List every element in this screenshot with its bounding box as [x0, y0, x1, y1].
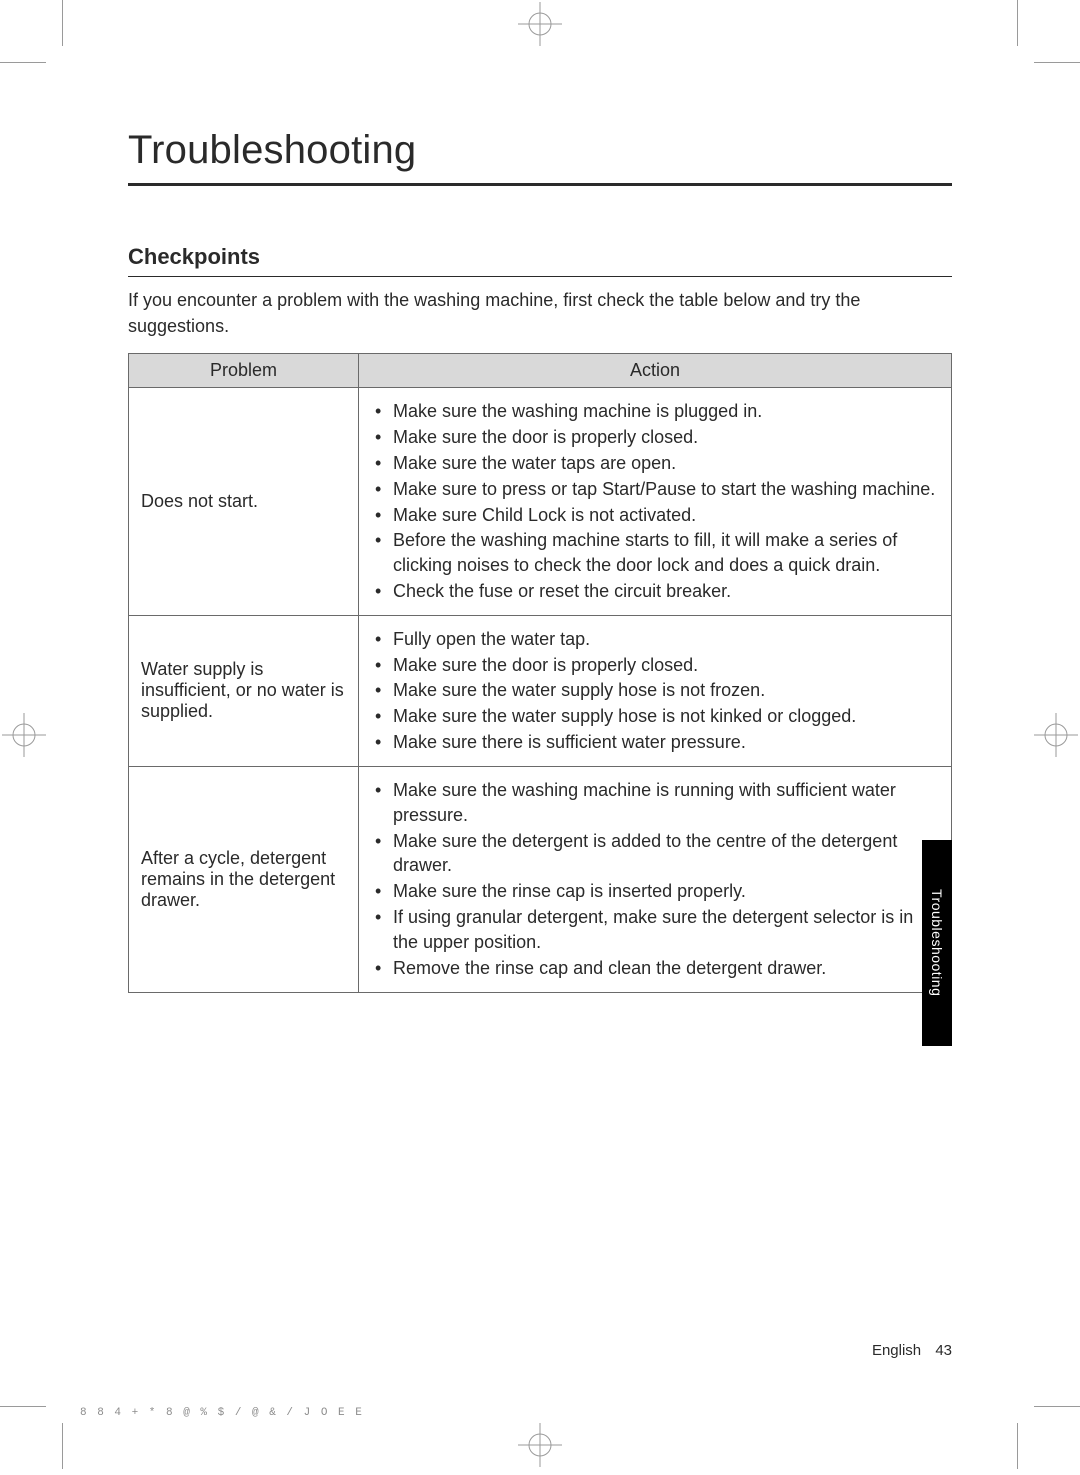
action-item: Make sure to press or tap Start/Pause to…	[371, 477, 939, 502]
problem-cell: Water supply is insufficient, or no wate…	[129, 615, 359, 766]
action-cell: Fully open the water tap.Make sure the d…	[359, 615, 952, 766]
action-item: Check the fuse or reset the circuit brea…	[371, 579, 939, 604]
action-item: Make sure the washing machine is plugged…	[371, 399, 939, 424]
crop-mark	[1017, 1423, 1018, 1469]
registration-mark-icon	[1026, 705, 1080, 765]
action-item: Remove the rinse cap and clean the deter…	[371, 956, 939, 981]
action-item: Make sure the door is properly closed.	[371, 425, 939, 450]
registration-mark-icon	[510, 0, 570, 54]
problem-cell: After a cycle, detergent remains in the …	[129, 766, 359, 992]
registration-mark-icon	[0, 705, 54, 765]
crop-mark	[1017, 0, 1018, 46]
action-item: Make sure the detergent is added to the …	[371, 829, 939, 879]
action-list: Make sure the washing machine is running…	[371, 778, 939, 981]
crop-mark	[62, 1423, 63, 1469]
footer-print-code: 8 8 4 + * 8 @ % $ / @ & / J O E E	[80, 1407, 364, 1419]
col-header-action: Action	[359, 354, 952, 388]
col-header-problem: Problem	[129, 354, 359, 388]
table-row: Does not start. Make sure the washing mac…	[129, 388, 952, 616]
manual-page: Troubleshooting Checkpoints If you encou…	[0, 0, 1080, 1469]
action-cell: Make sure the washing machine is running…	[359, 766, 952, 992]
side-tab-label: Troubleshooting	[929, 889, 945, 996]
action-cell: Make sure the washing machine is plugged…	[359, 388, 952, 616]
action-item: Make sure the washing machine is running…	[371, 778, 939, 828]
section-side-tab: Troubleshooting	[922, 840, 952, 1046]
action-item: Fully open the water tap.	[371, 627, 939, 652]
table-row: Water supply is insufficient, or no wate…	[129, 615, 952, 766]
crop-mark	[0, 62, 46, 63]
action-item: Make sure the rinse cap is inserted prop…	[371, 879, 939, 904]
crop-mark	[62, 0, 63, 46]
crop-mark	[1034, 62, 1080, 63]
action-item: If using granular detergent, make sure t…	[371, 905, 939, 955]
table-row: After a cycle, detergent remains in the …	[129, 766, 952, 992]
problem-cell: Does not start.	[129, 388, 359, 616]
crop-mark	[0, 1406, 46, 1407]
troubleshooting-table: Problem Action Does not start. Make sure …	[128, 353, 952, 992]
registration-mark-icon	[510, 1415, 570, 1475]
action-item: Make sure the door is properly closed.	[371, 653, 939, 678]
content-area: Troubleshooting Checkpoints If you encou…	[128, 128, 952, 1369]
crop-mark	[1034, 1406, 1080, 1407]
intro-text: If you encounter a problem with the wash…	[128, 287, 952, 339]
action-item: Make sure there is sufficient water pres…	[371, 730, 939, 755]
action-list: Fully open the water tap.Make sure the d…	[371, 627, 939, 755]
page-title: Troubleshooting	[128, 128, 952, 186]
footer-page-number: 43	[935, 1342, 952, 1359]
section-heading: Checkpoints	[128, 244, 952, 277]
action-item: Make sure Child Lock is not activated.	[371, 503, 939, 528]
footer-language: English	[872, 1342, 921, 1359]
action-item: Make sure the water supply hose is not f…	[371, 678, 939, 703]
page-footer: English 43	[872, 1342, 952, 1359]
action-item: Make sure the water taps are open.	[371, 451, 939, 476]
action-item: Make sure the water supply hose is not k…	[371, 704, 939, 729]
action-list: Make sure the washing machine is plugged…	[371, 399, 939, 604]
action-item: Before the washing machine starts to fil…	[371, 528, 939, 578]
